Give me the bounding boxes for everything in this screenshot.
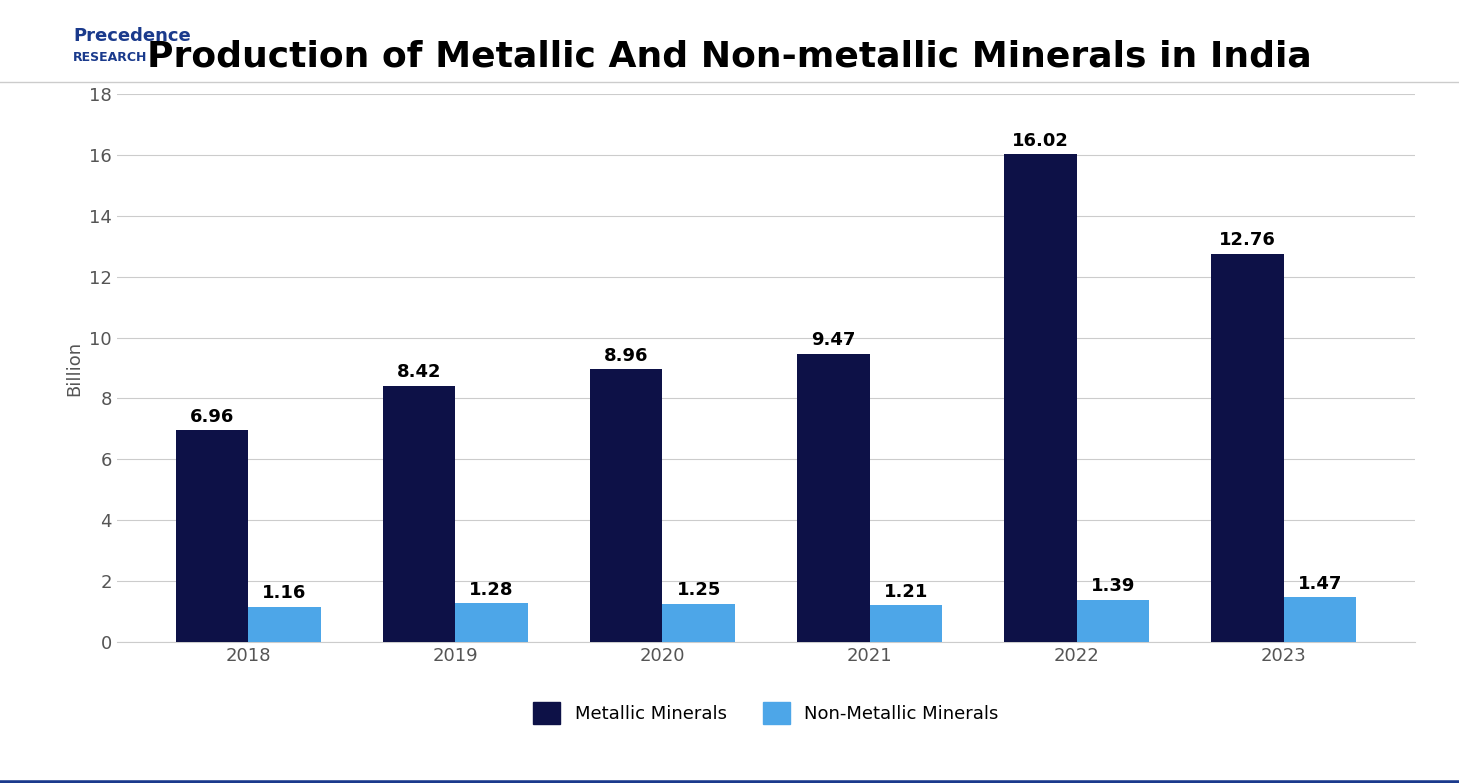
Text: 12.76: 12.76 — [1220, 231, 1277, 249]
Text: 6.96: 6.96 — [190, 408, 235, 426]
Bar — [1211, 254, 1284, 642]
Bar — [1284, 597, 1357, 642]
Bar — [455, 603, 528, 642]
Text: Production of Metallic And Non-metallic Minerals in India: Production of Metallic And Non-metallic … — [147, 39, 1312, 73]
Text: 8.42: 8.42 — [397, 363, 441, 381]
Bar — [175, 430, 248, 642]
Bar — [248, 607, 321, 642]
Text: 1.25: 1.25 — [677, 582, 721, 600]
Bar — [1077, 600, 1150, 642]
Text: 1.47: 1.47 — [1297, 575, 1342, 593]
Text: 9.47: 9.47 — [811, 331, 855, 349]
Bar — [870, 605, 943, 642]
Bar — [797, 354, 870, 642]
Bar — [382, 386, 455, 642]
Y-axis label: Billion: Billion — [66, 341, 83, 395]
Text: RESEARCH: RESEARCH — [73, 51, 147, 64]
Bar — [1004, 154, 1077, 642]
Legend: Metallic Minerals, Non-Metallic Minerals: Metallic Minerals, Non-Metallic Minerals — [527, 695, 1005, 731]
Text: 16.02: 16.02 — [1013, 132, 1069, 150]
Text: 1.16: 1.16 — [263, 584, 306, 602]
Text: 1.39: 1.39 — [1091, 577, 1135, 595]
Text: 8.96: 8.96 — [604, 347, 648, 365]
Text: 1.21: 1.21 — [884, 583, 928, 601]
Text: Precedence: Precedence — [73, 27, 191, 45]
Bar — [662, 604, 735, 642]
Bar — [589, 370, 662, 642]
Text: 1.28: 1.28 — [470, 580, 514, 598]
